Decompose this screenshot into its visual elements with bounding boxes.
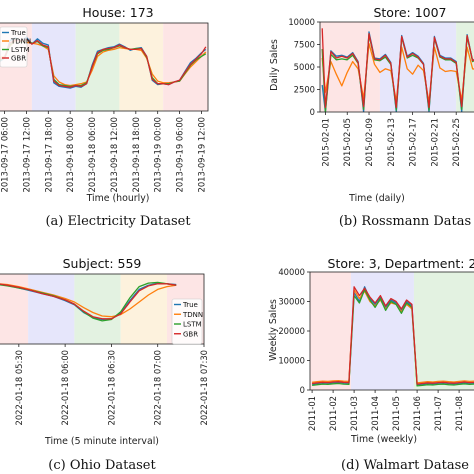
walmart-ytick-label: 40000 xyxy=(278,267,305,277)
walmart-ytick-label: 0 xyxy=(300,385,305,395)
panel-walmart: 2011-01 2011-02 2011-03 2011-04 2011-05 2011-… xyxy=(268,256,474,473)
walmart-xtick-label: 2011-05 xyxy=(391,396,401,431)
rossmann-series-gbr xyxy=(321,28,474,109)
electricity-band-3 xyxy=(119,23,164,111)
walmart-xtick-label: 2011-02 xyxy=(328,396,338,431)
walmart-band-1 xyxy=(350,272,414,390)
ohio-caption: (c) Ohio Dataset xyxy=(48,458,156,473)
rossmann-xtick-label: 2015-02-05 xyxy=(342,118,352,167)
walmart-series-tdnn xyxy=(312,289,474,384)
electricity-xtick-label: 2013-09-18 18:00 xyxy=(131,117,141,192)
electricity-band-1 xyxy=(31,23,76,111)
walmart-xtick-label: 2011-07 xyxy=(433,396,443,431)
electricity-band-4 xyxy=(163,23,208,111)
rossmann-xtick-label: 2015-02-25 xyxy=(451,118,461,167)
rossmann-plot-area xyxy=(320,22,474,112)
walmart-xtick-label: 2011-08 xyxy=(454,396,464,431)
panel-ohio: 2022-01-18 05:30 2022-01-18 06:00 2022-01-… xyxy=(0,256,209,473)
electricity-series-gbr xyxy=(0,38,207,88)
rossmann-ytick-label: 2500 xyxy=(294,85,315,95)
walmart-xtick-label: 2011-06 xyxy=(412,396,422,431)
electricity-legend-label: True xyxy=(10,29,26,37)
ohio-xtick-label: 2022-01-18 05:30 xyxy=(14,350,24,425)
electricity-xtick-label: 2013-09-18 12:00 xyxy=(109,117,119,192)
walmart-xtick-label: 2011-01 xyxy=(307,396,317,431)
ohio-band-2 xyxy=(74,274,121,344)
electricity-xtick-label: 2013-09-17 06:00 xyxy=(0,117,10,192)
walmart-series-gbr xyxy=(312,286,474,385)
rossmann-xtick-label: 2015-02-21 xyxy=(429,118,439,167)
ohio-legend-box xyxy=(171,298,203,345)
walmart-caption: (d) Walmart Datase xyxy=(341,458,469,473)
ohio-xtick-label: 2022-01-18 06:30 xyxy=(106,350,116,425)
walmart-xlabel: Time (weekly) xyxy=(350,434,417,445)
electricity-xtick-label: 2013-09-18 00:00 xyxy=(65,117,75,192)
electricity-xtick-label: 2013-09-19 12:00 xyxy=(196,117,206,192)
rossmann-xlabel: Time (daily) xyxy=(348,193,405,204)
electricity-legend-label: LSTM xyxy=(11,46,30,54)
electricity-legend-box xyxy=(0,26,28,68)
rossmann-xtick-label: 2015-02-13 xyxy=(386,118,396,167)
walmart-band-0 xyxy=(310,272,351,390)
ohio-legend-label: True xyxy=(182,301,198,309)
electricity-title: House: 173 xyxy=(82,5,153,20)
ohio-series-tdnn xyxy=(0,283,177,318)
ohio-xtick-label: 2022-01-18 07:00 xyxy=(153,350,163,425)
ohio-axes-frame xyxy=(0,273,205,345)
electricity-legend-label: GBR xyxy=(11,55,26,63)
panel-electricity: 2013-09-17 06:00 2013-09-17 12:00 2013-09-… xyxy=(0,5,209,229)
walmart-ytick-label: 10000 xyxy=(278,356,305,366)
walmart-plot-area xyxy=(310,272,474,390)
rossmann-caption: (b) Rossmann Datas xyxy=(339,214,471,229)
electricity-plot-area xyxy=(0,23,208,111)
ohio-band-3 xyxy=(120,274,167,344)
rossmann-ytick-label: 0 xyxy=(310,107,315,117)
electricity-axes-frame xyxy=(0,22,209,112)
rossmann-xtick-label: 2015-02-09 xyxy=(364,118,374,167)
rossmann-ytick-label: 10000 xyxy=(288,17,315,27)
electricity-xtick-label: 2013-09-17 18:00 xyxy=(43,117,53,192)
electricity-xlabel: Time (hourly) xyxy=(86,193,150,204)
rossmann-band-1 xyxy=(379,22,457,112)
ohio-title: Subject: 559 xyxy=(63,256,142,271)
walmart-xtick-label: 2011-03 xyxy=(349,396,359,431)
ohio-xtick-label: 2022-01-18 07:30 xyxy=(199,350,209,425)
ohio-series-gbr xyxy=(0,283,177,320)
rossmann-xtick-label: 2015-02-01 xyxy=(320,118,330,167)
rossmann-xtick-label: 2015-02-17 xyxy=(408,118,418,167)
walmart-ytick-label: 20000 xyxy=(278,326,305,336)
ohio-xtick-label: 2022-01-18 06:00 xyxy=(60,350,70,425)
electricity-band-2 xyxy=(75,23,120,111)
walmart-title: Store: 3, Department: 2 xyxy=(328,256,474,271)
walmart-ylabel: Weekly Sales xyxy=(268,299,279,361)
electricity-legend-label: TDNN xyxy=(10,38,31,46)
electricity-xtick-label: 2013-09-19 00:00 xyxy=(153,117,163,192)
rossmann-ytick-label: 5000 xyxy=(294,62,315,72)
walmart-series-lstm xyxy=(312,289,474,387)
walmart-xtick-label: 2011-04 xyxy=(370,396,380,431)
rossmann-ylabel: Daily Sales xyxy=(269,39,280,91)
rossmann-ytick-label: 7500 xyxy=(294,40,315,50)
ohio-band-1 xyxy=(28,274,75,344)
electricity-xtick-label: 2013-09-17 12:00 xyxy=(21,117,31,192)
electricity-xtick-label: 2013-09-18 06:00 xyxy=(87,117,97,192)
panel-rossmann: 2015-02-01 2015-02-05 2015-02-09 2015-02-13… xyxy=(269,5,474,229)
ohio-legend-label: GBR xyxy=(183,330,198,338)
walmart-band-2 xyxy=(413,272,474,390)
ohio-legend-label: LSTM xyxy=(183,321,202,329)
ohio-legend-label: TDNN xyxy=(182,311,203,319)
electricity-xtick-label: 2013-09-19 06:00 xyxy=(175,117,185,192)
electricity-caption: (a) Electricity Dataset xyxy=(45,214,191,229)
rossmann-title: Store: 1007 xyxy=(373,5,446,20)
ohio-xlabel: Time (5 minute interval) xyxy=(44,436,159,447)
walmart-ytick-label: 30000 xyxy=(278,297,305,307)
